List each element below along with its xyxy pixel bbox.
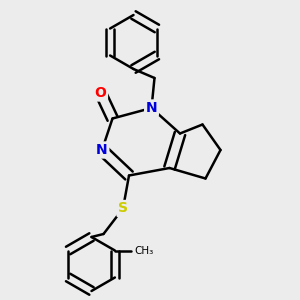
Text: N: N	[146, 101, 157, 115]
Text: N: N	[96, 143, 108, 157]
Text: CH₃: CH₃	[134, 245, 154, 256]
Text: O: O	[94, 86, 106, 100]
Text: S: S	[118, 202, 128, 215]
